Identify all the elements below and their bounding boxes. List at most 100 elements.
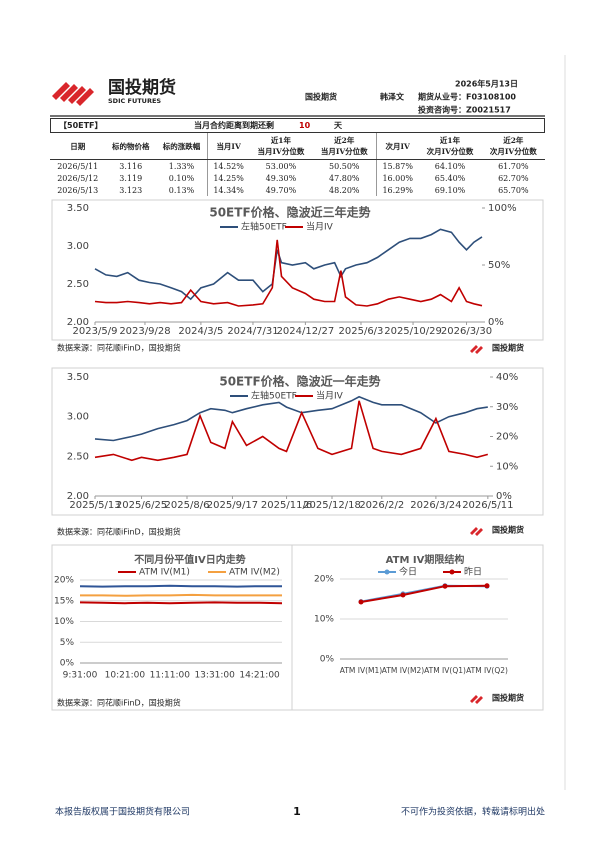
chart-title: ATM IV期限结构 <box>386 553 465 566</box>
y2-tick-label: 0% <box>488 317 504 328</box>
expiry-unit: 天 <box>334 121 342 130</box>
header-row: 日期 标的物价格 标的涨跌幅 当月IV 近1年 当月IV分位数 近2年 当月IV分位数 次月… <box>50 133 545 160</box>
table-body: 2026/5/11 3.116 1.33% 14.52% 53.00% 50.50% 15.… <box>50 159 545 196</box>
table-cell: 49.30% <box>265 173 297 183</box>
y-tick-label: 2.00 <box>67 491 89 502</box>
analyst: 韩泽文 <box>380 92 405 102</box>
chart-title: 50ETF价格、隐波近一年走势 <box>219 374 380 389</box>
x-tick-label: 11:11:00 <box>150 671 191 681</box>
legend-label: 今日 <box>399 566 417 578</box>
license: 期货从业号：F03108100 <box>418 92 516 102</box>
table-cell: 2026/5/11 <box>57 161 99 171</box>
x-tick-label: 2025/9/17 <box>207 500 258 511</box>
table-row: 2026/5/13 3.123 0.13% 14.34% 49.70% 48.20% 16.… <box>50 184 545 196</box>
series-line <box>94 239 483 307</box>
y-tick-label: 0% <box>60 659 75 669</box>
table-cell: 15.87% <box>376 159 419 172</box>
consult: 投资咨询号：Z0021517 <box>418 105 511 115</box>
chart-title: 50ETF价格、隐波近三年走势 <box>209 205 370 220</box>
logo <box>52 82 94 106</box>
x-tick-label: ATM IV(Q2) <box>466 666 508 675</box>
y-tick-label: 5% <box>60 638 75 648</box>
table-label: 【50ETF】 <box>59 121 103 130</box>
column-header: 近2年 次月IV分位数 <box>481 133 545 160</box>
x-tick-label: 2023/5/9 <box>73 326 118 337</box>
y2-tick-label: 0% <box>496 491 512 502</box>
series-line <box>94 395 488 442</box>
x-tick-label: 2026/2/2 <box>359 500 404 511</box>
column-header: 当月IV <box>206 133 250 160</box>
legend-label: 当月IV <box>306 221 334 233</box>
table-row: 2026/5/12 3.119 0.10% 14.25% 49.30% 47.80% 16.… <box>50 172 545 184</box>
marker <box>442 583 448 589</box>
table-cell: 61.70% <box>498 161 529 171</box>
mini-logo-text: 国投期货 <box>492 693 524 703</box>
x-tick-label: 2025/10/29 <box>384 326 442 337</box>
x-tick-label: 2025/6/25 <box>116 500 167 511</box>
y-tick-label: 2.50 <box>67 451 89 462</box>
y-tick-label: 15% <box>54 596 74 606</box>
series-line <box>360 584 488 603</box>
column-header: 标的涨跌幅 <box>156 133 208 160</box>
table-cell: 16.29% <box>376 184 419 196</box>
source-note: 数据来源：同花顺iFinD，国投期货 <box>57 698 181 708</box>
x-tick-label: 2024/3/5 <box>178 326 223 337</box>
x-tick-label: 2026/3/30 <box>441 326 492 337</box>
x-tick-label: 2025/5/13 <box>69 500 120 511</box>
logo-en: SDIC FUTURES <box>108 97 161 105</box>
column-header: 近1年 次月IV分位数 <box>418 133 482 160</box>
report-date: 2026年5月13日 <box>455 79 518 89</box>
marker <box>400 592 406 598</box>
expiry-days: 10 <box>299 121 311 130</box>
table-cell: 69.10% <box>434 185 466 195</box>
x-tick-label: 2024/7/31 <box>227 326 278 337</box>
legend-marker <box>449 569 455 575</box>
legend-label: 左轴50ETF <box>251 390 297 402</box>
legend-label: ATM IV(M1) <box>139 568 190 578</box>
table-cell: 48.20% <box>329 185 360 195</box>
table-cell: 2026/5/13 <box>57 185 99 195</box>
x-tick-label: ATM IV(Q1) <box>424 666 466 675</box>
chart-title: 不同月份平值IV日内走势 <box>134 553 245 566</box>
disclaimer: 不可作为投资依据，转载请标明出处 <box>401 806 545 818</box>
copyright: 本报告版权属于国投期货有限公司 <box>55 806 190 818</box>
table-cell: 62.70% <box>498 173 529 183</box>
table-title: 【50ETF】 当月合约距离到期还剩 10 天 <box>50 118 545 133</box>
y2-tick-label: 20% <box>496 432 518 443</box>
table-cell: 3.119 <box>119 173 143 183</box>
x-tick-label: 2025/8/6 <box>165 500 210 511</box>
series-line <box>79 601 283 605</box>
series-line <box>79 584 282 588</box>
table-cell: 3.123 <box>119 185 143 195</box>
table-cell: 16.00% <box>376 172 419 184</box>
column-header: 次月IV <box>376 133 419 160</box>
legend-label: ATM IV(M2) <box>229 568 280 578</box>
column-header: 标的物价格 <box>105 133 157 160</box>
y-tick-label: 2.00 <box>67 317 89 328</box>
mini-logo-text: 国投期货 <box>492 343 524 353</box>
source-note: 数据来源：同花顺iFinD，国投期货 <box>57 527 181 537</box>
legend-label: 当月IV <box>316 390 344 402</box>
x-tick-label: 2025/12/18 <box>303 500 361 511</box>
table-cell: 14.52% <box>206 159 250 172</box>
chart-frame <box>51 367 544 516</box>
table-cell: 65.70% <box>498 185 529 195</box>
x-tick-label: 2026/5/11 <box>462 500 513 511</box>
x-tick-label: 14:21:00 <box>239 671 280 681</box>
legend-label: 左轴50ETF <box>241 221 287 233</box>
x-tick-label: 10:21:00 <box>105 671 146 681</box>
marker <box>358 599 364 605</box>
series-line <box>94 400 489 462</box>
chart-frame <box>291 544 544 711</box>
series-line <box>80 593 282 597</box>
table-cell: 1.33% <box>168 161 195 171</box>
x-tick-label: 2023/9/28 <box>119 326 170 337</box>
expiry-text: 当月合约距离到期还剩 <box>194 121 274 130</box>
y-tick-label: 3.00 <box>67 241 89 252</box>
y-tick-label: 20% <box>54 576 74 586</box>
x-tick-label: 9:31:00 <box>63 671 98 681</box>
x-tick-label: 2025/6/3 <box>339 326 384 337</box>
legend-label: 昨日 <box>464 566 482 578</box>
